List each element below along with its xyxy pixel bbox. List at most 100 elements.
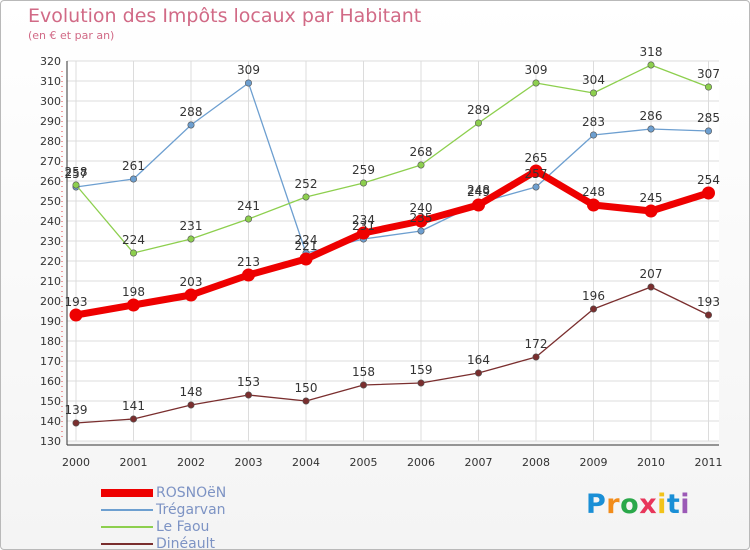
legend-swatch — [101, 543, 153, 545]
data-point — [187, 121, 195, 129]
data-label: 193 — [65, 295, 88, 309]
y-tick-label: 230 — [40, 235, 61, 248]
data-point — [184, 288, 198, 302]
y-tick-label: 160 — [40, 375, 61, 388]
legend-label: Le Faou — [156, 519, 210, 535]
legend-item: Trégarvan — [101, 502, 301, 519]
y-tick-label: 150 — [40, 395, 61, 408]
logo-letter: i — [657, 489, 667, 520]
y-tick-label: 180 — [40, 335, 61, 348]
legend-swatch — [101, 526, 153, 528]
x-tick-label: 2010 — [637, 456, 665, 469]
data-label: 309 — [237, 63, 260, 77]
data-point — [702, 186, 715, 200]
data-point — [359, 381, 367, 389]
x-tick-label: 2006 — [407, 456, 435, 469]
y-tick-label: 260 — [40, 175, 61, 188]
data-label: 148 — [180, 385, 203, 399]
logo-letter: x — [639, 489, 658, 520]
data-label: 231 — [352, 219, 375, 233]
data-point — [242, 268, 255, 282]
data-point — [532, 353, 540, 361]
data-point — [474, 369, 482, 377]
series-line-0 — [72, 167, 712, 319]
logo-letter: i — [680, 489, 691, 520]
y-tick-label: 320 — [40, 55, 61, 68]
data-label: 158 — [352, 365, 375, 379]
legend-label: Dinéault — [156, 536, 215, 550]
data-point — [417, 161, 425, 169]
data-label: 259 — [352, 163, 375, 177]
x-tick-label: 2011 — [695, 456, 723, 469]
x-tick-label: 2009 — [580, 456, 608, 469]
y-tick-label: 200 — [40, 295, 61, 308]
data-label: 172 — [525, 337, 548, 351]
y-tick-label: 270 — [40, 155, 61, 168]
series-line-2 — [75, 64, 710, 254]
data-point — [127, 298, 140, 312]
data-label: 231 — [180, 219, 203, 233]
data-label: 245 — [640, 191, 663, 205]
y-tick-label: 250 — [40, 195, 61, 208]
data-point — [417, 227, 425, 235]
x-tick-label: 2003 — [235, 456, 263, 469]
data-label: 261 — [122, 159, 145, 173]
data-point — [587, 198, 600, 212]
data-point — [529, 164, 543, 178]
data-point — [532, 183, 540, 191]
data-point — [130, 415, 138, 423]
data-point — [589, 131, 597, 139]
data-label: 318 — [640, 45, 663, 59]
data-point — [474, 119, 482, 127]
data-point — [299, 252, 313, 266]
data-point — [414, 214, 428, 228]
data-label: 221 — [295, 239, 318, 253]
data-label: 164 — [467, 353, 490, 367]
data-label: 249 — [467, 185, 490, 199]
data-point — [417, 379, 425, 387]
data-point — [647, 283, 655, 291]
data-label: 153 — [237, 375, 260, 389]
data-label: 286 — [640, 109, 663, 123]
y-tick-label: 290 — [40, 115, 61, 128]
data-label: 288 — [180, 105, 203, 119]
data-label: 268 — [410, 145, 433, 159]
data-point — [704, 127, 712, 135]
data-point — [704, 83, 712, 91]
data-label: 234 — [352, 213, 375, 227]
data-point — [72, 181, 80, 189]
series-line-1 — [75, 82, 710, 254]
chart-title: Evolution des Impôts locaux par Habitant — [28, 5, 422, 27]
data-label: 159 — [410, 363, 433, 377]
data-point — [647, 61, 655, 69]
data-point — [472, 198, 485, 212]
data-label: 265 — [525, 151, 548, 165]
y-tick-label: 240 — [40, 215, 61, 228]
y-tick-label: 310 — [40, 75, 61, 88]
data-label: 198 — [122, 285, 145, 299]
data-point — [704, 311, 712, 319]
data-label: 213 — [237, 255, 260, 269]
data-point — [69, 308, 83, 322]
data-point — [589, 89, 597, 97]
data-label: 240 — [410, 201, 433, 215]
data-point — [302, 397, 310, 405]
legend-swatch — [101, 509, 153, 511]
x-tick-label: 2007 — [465, 456, 493, 469]
legend-swatch — [101, 489, 153, 497]
data-point — [357, 226, 370, 240]
chart-legend: ROSNOëN Trégarvan Le Faou Dinéault — [101, 485, 301, 550]
y-tick-label: 220 — [40, 255, 61, 268]
data-label: 150 — [295, 381, 318, 395]
data-label: 307 — [697, 67, 720, 81]
data-label: 309 — [525, 63, 548, 77]
data-label: 258 — [65, 165, 88, 179]
proxiti-logo: Proxiti — [586, 489, 690, 520]
data-label: 207 — [640, 267, 663, 281]
data-label: 224 — [122, 233, 145, 247]
data-point — [532, 79, 540, 87]
data-point — [187, 401, 195, 409]
x-tick-label: 2002 — [177, 456, 205, 469]
series-line-3 — [75, 286, 710, 424]
data-label: 304 — [582, 73, 605, 87]
